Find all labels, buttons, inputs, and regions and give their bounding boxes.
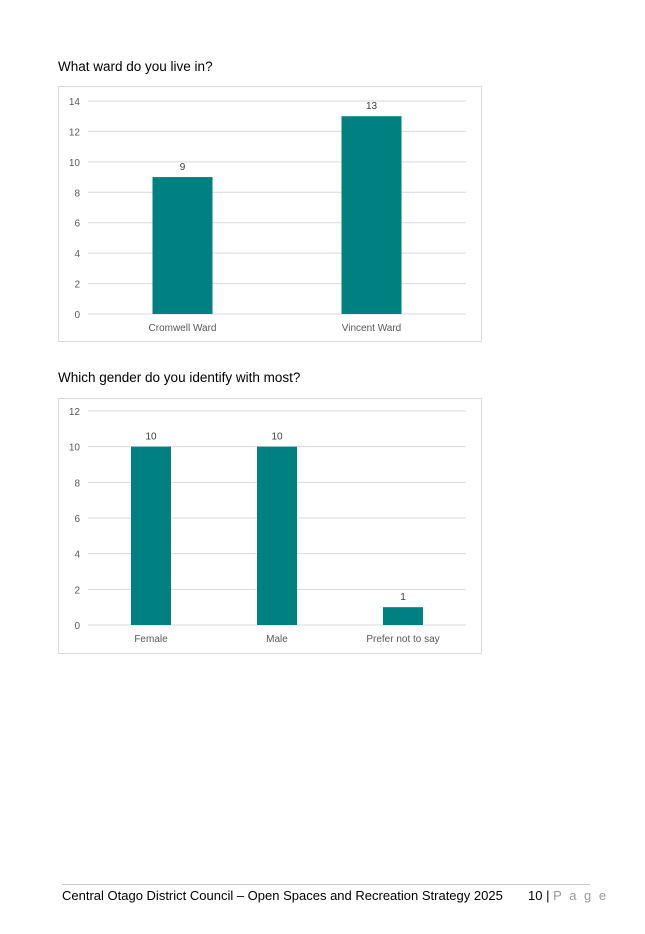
x-tick-label: Prefer not to say bbox=[366, 634, 439, 645]
y-tick-label: 8 bbox=[74, 188, 80, 199]
question-title-gender: Which gender do you identify with most? bbox=[58, 370, 301, 385]
y-tick-label: 4 bbox=[74, 550, 80, 561]
page-number: 10 bbox=[528, 888, 543, 903]
bar bbox=[257, 446, 297, 625]
page-footer: Central Otago District Council – Open Sp… bbox=[62, 884, 606, 904]
ward-bar-chart-svg: 0 2 4 6 8 10 12 14 9 Cromwell Ward 13 Vincent Ward bbox=[69, 97, 466, 334]
data-label: 13 bbox=[366, 101, 378, 112]
y-tick-label: 0 bbox=[74, 310, 80, 321]
bar bbox=[131, 446, 171, 625]
y-tick-label: 12 bbox=[69, 407, 81, 418]
ward-chart: 0 2 4 6 8 10 12 14 9 Cromwell Ward 13 Vincent Ward bbox=[58, 86, 482, 342]
data-label: 1 bbox=[400, 592, 406, 603]
y-tick-label: 10 bbox=[69, 443, 81, 454]
y-tick-label: 2 bbox=[74, 585, 80, 596]
x-tick-label: Female bbox=[134, 634, 168, 645]
x-tick-label: Cromwell Ward bbox=[149, 323, 217, 334]
data-label: 10 bbox=[271, 432, 283, 443]
y-tick-label: 6 bbox=[74, 514, 80, 525]
y-tick-label: 8 bbox=[74, 478, 80, 489]
page-word: P a g e bbox=[553, 888, 609, 903]
gender-chart: 0 2 4 6 8 10 12 10 Female 10 Male 1 Prefer not to sa… bbox=[58, 398, 482, 654]
data-label: 9 bbox=[180, 162, 186, 173]
y-tick-label: 4 bbox=[74, 249, 80, 260]
x-tick-label: Vincent Ward bbox=[342, 323, 401, 334]
y-tick-label: 14 bbox=[69, 97, 81, 108]
bar bbox=[383, 607, 423, 625]
page-separator: | bbox=[546, 888, 550, 903]
data-label: 10 bbox=[145, 432, 157, 443]
bar bbox=[152, 177, 213, 314]
y-tick-label: 6 bbox=[74, 219, 80, 230]
y-tick-label: 12 bbox=[69, 127, 81, 138]
y-tick-label: 0 bbox=[74, 621, 80, 632]
x-tick-label: Male bbox=[266, 634, 288, 645]
y-tick-label: 10 bbox=[69, 158, 81, 169]
question-title-ward: What ward do you live in? bbox=[58, 59, 213, 74]
footer-text: Central Otago District Council – Open Sp… bbox=[62, 888, 503, 903]
bar bbox=[341, 116, 402, 314]
gender-bar-chart-svg: 0 2 4 6 8 10 12 10 Female 10 Male 1 Prefer not to sa… bbox=[69, 407, 466, 645]
y-tick-label: 2 bbox=[74, 280, 80, 291]
